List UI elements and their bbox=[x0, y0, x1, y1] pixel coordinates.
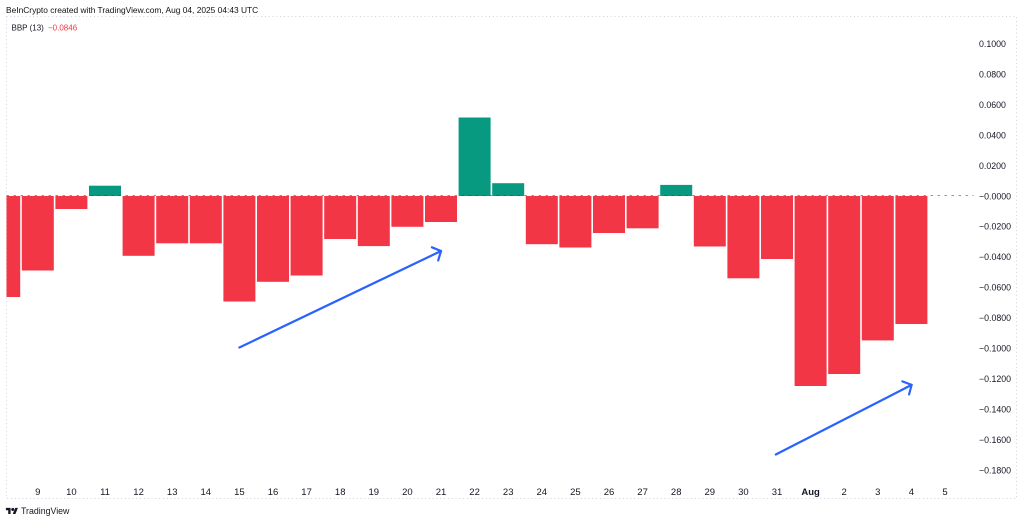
svg-text:BeInCrypto created with Tradin: BeInCrypto created with TradingView.com,… bbox=[6, 5, 258, 15]
svg-text:3: 3 bbox=[875, 487, 880, 498]
svg-text:27: 27 bbox=[637, 487, 648, 498]
svg-text:−0.0400: −0.0400 bbox=[979, 252, 1011, 262]
svg-text:30: 30 bbox=[738, 487, 749, 498]
svg-text:10: 10 bbox=[66, 487, 77, 498]
svg-text:13: 13 bbox=[167, 487, 178, 498]
svg-text:26: 26 bbox=[604, 487, 615, 498]
svg-text:28: 28 bbox=[671, 487, 682, 498]
svg-text:5: 5 bbox=[942, 487, 947, 498]
svg-text:24: 24 bbox=[537, 487, 548, 498]
svg-text:0.0600: 0.0600 bbox=[979, 100, 1006, 110]
svg-text:0.0200: 0.0200 bbox=[979, 161, 1006, 171]
svg-text:−0.1600: −0.1600 bbox=[979, 435, 1011, 445]
svg-text:−0.0600: −0.0600 bbox=[979, 283, 1011, 293]
svg-text:16: 16 bbox=[268, 487, 279, 498]
svg-text:15: 15 bbox=[234, 487, 245, 498]
svg-text:18: 18 bbox=[335, 487, 346, 498]
svg-text:22: 22 bbox=[469, 487, 480, 498]
svg-text:23: 23 bbox=[503, 487, 514, 498]
svg-text:TradingView: TradingView bbox=[21, 506, 70, 516]
svg-text:−0.0200: −0.0200 bbox=[979, 222, 1011, 232]
svg-text:12: 12 bbox=[133, 487, 144, 498]
svg-text:0.1000: 0.1000 bbox=[979, 39, 1006, 49]
svg-text:−0.1800: −0.1800 bbox=[979, 465, 1011, 475]
svg-text:17: 17 bbox=[301, 487, 312, 498]
svg-text:9: 9 bbox=[35, 487, 40, 498]
svg-text:−0.1000: −0.1000 bbox=[979, 344, 1011, 354]
svg-text:−0.0000: −0.0000 bbox=[979, 191, 1011, 201]
svg-text:19: 19 bbox=[369, 487, 380, 498]
svg-text:Aug: Aug bbox=[801, 487, 820, 498]
svg-text:14: 14 bbox=[201, 487, 212, 498]
svg-text:25: 25 bbox=[570, 487, 581, 498]
svg-text:29: 29 bbox=[705, 487, 716, 498]
svg-text:21: 21 bbox=[436, 487, 447, 498]
svg-text:−0.0800: −0.0800 bbox=[979, 313, 1011, 323]
svg-text:20: 20 bbox=[402, 487, 413, 498]
svg-text:0.0800: 0.0800 bbox=[979, 70, 1006, 80]
svg-text:31: 31 bbox=[772, 487, 783, 498]
svg-text:2: 2 bbox=[842, 487, 847, 498]
svg-text:11: 11 bbox=[100, 487, 110, 498]
svg-text:4: 4 bbox=[909, 487, 914, 498]
svg-text:0.0400: 0.0400 bbox=[979, 130, 1006, 140]
svg-text:−0.1400: −0.1400 bbox=[979, 404, 1011, 414]
svg-text:−0.1200: −0.1200 bbox=[979, 374, 1011, 384]
svg-text:BBP (13): BBP (13) bbox=[12, 24, 45, 33]
svg-text:−0.0846: −0.0846 bbox=[48, 24, 78, 33]
